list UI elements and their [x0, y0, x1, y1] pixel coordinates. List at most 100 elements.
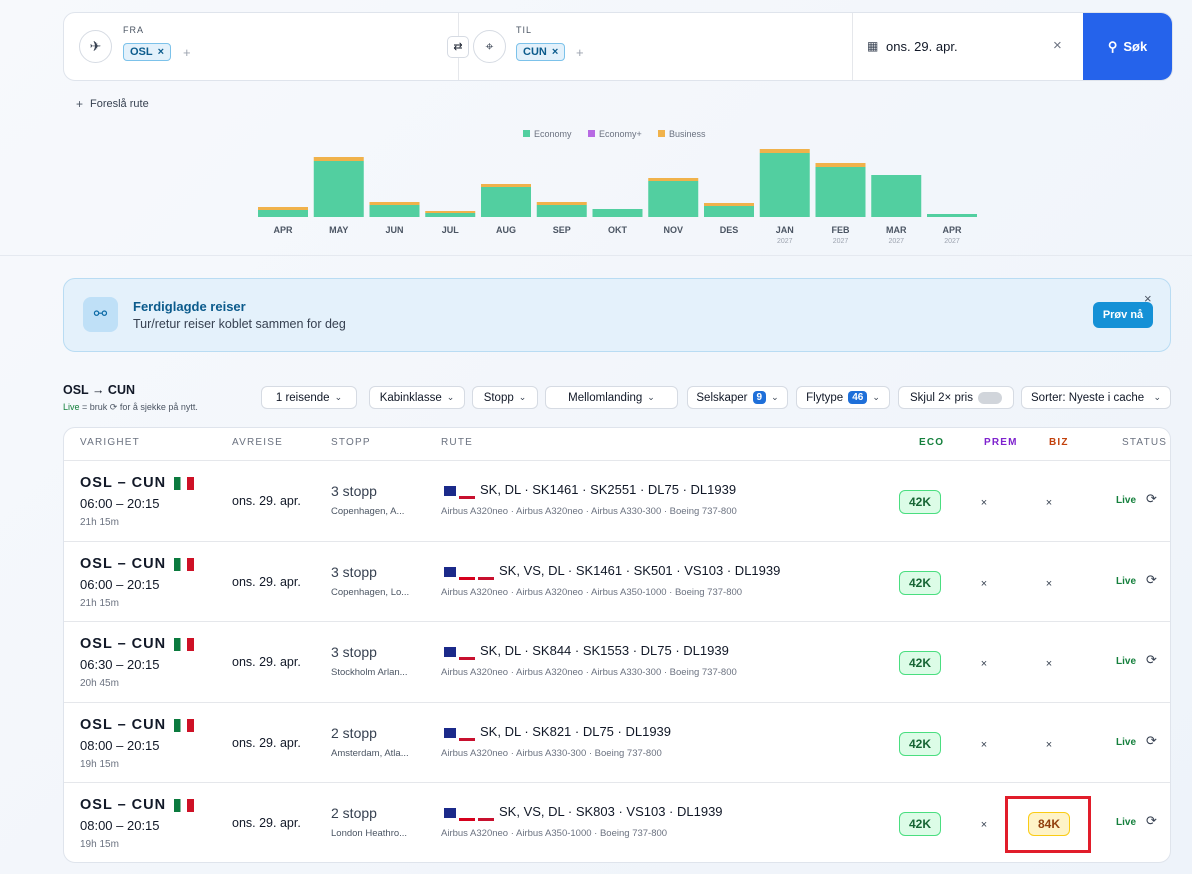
airline-logo [444, 647, 456, 657]
via: Amsterdam, Atla... [331, 747, 409, 759]
bar-segment [592, 209, 643, 217]
to-chip-remove[interactable]: × [551, 46, 559, 58]
duration: 21h 15m [80, 517, 119, 528]
airline-logo [478, 808, 494, 821]
chevron: ⌄ [334, 392, 343, 402]
eco-price[interactable]: 42K [899, 490, 941, 514]
filter[interactable]: Kabinklasse ⌄ [369, 386, 465, 409]
result-row[interactable]: OSL – CUN 06:00 – 20:15 21h 15m ons. 29. ap… [64, 540, 1170, 623]
biz-price[interactable]: 84K [1028, 812, 1070, 836]
result-row[interactable]: OSL – CUN 08:00 – 20:15 19h 15m ons. 29. ap… [64, 701, 1170, 784]
via: Copenhagen, A... [331, 506, 405, 517]
filter[interactable]: 1 reisende ⌄ [261, 386, 357, 409]
refresh-button[interactable]: ⟳ [1146, 652, 1157, 667]
column-header: STATUS [1122, 437, 1168, 448]
filter[interactable]: Sorter: Nyeste i cache ⌄ [1021, 386, 1171, 409]
status: Live [1116, 736, 1137, 748]
status: Live [1116, 575, 1137, 587]
clear-date[interactable]: × [1053, 37, 1062, 54]
banner-icon: ⚯ [83, 297, 118, 332]
from-chip[interactable]: OSL × [123, 43, 172, 61]
refresh-button[interactable]: ⟳ [1146, 491, 1157, 506]
results-hint: Live = bruk ⟳ for å sjekke på nytt. [63, 402, 198, 413]
flag [174, 638, 194, 651]
banner-subtitle: Tur/retur reiser koblet sammen for deg [133, 317, 346, 331]
aircraft: Airbus A320neo · Airbus A330-300 · Boein… [441, 747, 662, 759]
to-label: TIL [516, 25, 533, 35]
from-chip-add[interactable]: + [183, 45, 191, 60]
via: London Heathro... [331, 828, 408, 839]
filter[interactable]: Mellomlanding ⌄ [545, 386, 678, 409]
result-row[interactable]: OSL – CUN 08:00 – 20:15 19h 15m ons. 29. ap… [64, 782, 1170, 862]
bar-segment [648, 181, 699, 217]
to-chip[interactable]: CUN × [516, 43, 566, 61]
eco-price[interactable]: 42K [899, 812, 941, 836]
stops: 3 stopp [331, 644, 377, 660]
x-tick-label: OKT [608, 225, 628, 235]
filter-label: Flytype [806, 391, 844, 404]
bar-segment [536, 202, 587, 205]
duration: 20h 45m [80, 678, 119, 689]
date: ons. 29. apr. [232, 574, 301, 589]
prem-empty: × [980, 738, 988, 751]
chevron: ⌄ [872, 392, 880, 402]
x-tick-sublabel: 2027 [833, 238, 849, 245]
bar-segment [648, 178, 699, 181]
from-chip-remove[interactable]: × [157, 46, 165, 58]
chevron: ⌄ [771, 392, 779, 402]
result-row[interactable]: OSL – CUN 06:30 – 20:15 20h 45m ons. 29. ap… [64, 621, 1170, 703]
date-value[interactable]: ons. 29. apr. [886, 39, 958, 54]
eco-price[interactable]: 42K [899, 570, 941, 595]
prem-empty: × [980, 819, 988, 831]
from-label: FRA [123, 25, 144, 35]
filter[interactable]: Selskaper 9 ⌄ [687, 386, 788, 409]
filter-badge: 46 [848, 391, 868, 404]
banner-close[interactable]: × [1144, 291, 1152, 306]
filter-label: Skjul 2× pris [910, 391, 973, 404]
airline-logo [444, 486, 456, 496]
filter-label: 1 reisende [275, 391, 330, 404]
airline-logo [478, 567, 494, 580]
route: OSL – CUN [80, 475, 167, 491]
bar-segment [425, 211, 476, 213]
x-tick-label: AUG [496, 225, 516, 235]
bar-segment [481, 184, 531, 187]
result-row[interactable]: OSL – CUN 06:00 – 20:15 21h 15m ons. 29. ap… [64, 460, 1170, 542]
filter-label: Mellomlanding [568, 391, 643, 404]
suggest-route[interactable]: Foreslå rute [90, 98, 149, 110]
swap-button[interactable]: ⇄ [447, 36, 469, 58]
airlines: SK, VS, DL · SK1461 · SK501 · VS103 · DL… [499, 562, 781, 578]
stops: 3 stopp [331, 483, 377, 499]
stops: 2 stopp [331, 724, 377, 741]
aircraft: Airbus A320neo · Airbus A320neo · Airbus… [441, 667, 737, 678]
x-tick-sublabel: 2027 [944, 238, 960, 245]
x-tick-label: MAY [329, 225, 348, 235]
to-chip-add[interactable]: + [576, 45, 584, 60]
filter[interactable]: Skjul 2× pris [898, 386, 1014, 409]
filter[interactable]: Stopp ⌄ [472, 386, 538, 409]
filter[interactable]: Flytype 46 ⌄ [796, 386, 890, 409]
refresh-button[interactable]: ⟳ [1146, 571, 1157, 587]
prem-empty: × [980, 577, 988, 590]
filter-label: Stopp [483, 391, 514, 404]
search-button[interactable]: ⚲ Søk [1083, 13, 1172, 80]
refresh-button[interactable]: ⟳ [1146, 813, 1157, 828]
via: Stockholm Arlan... [331, 667, 408, 678]
refresh-button[interactable]: ⟳ [1146, 732, 1157, 748]
from-chip-code: OSL [130, 46, 153, 58]
banner-button[interactable]: Prøv nå [1093, 302, 1153, 328]
toggle[interactable] [977, 391, 1002, 404]
eco-price[interactable]: 42K [899, 731, 941, 756]
status: Live [1116, 817, 1137, 828]
legend-label: Economy+ [599, 129, 642, 139]
duration: 19h 15m [80, 839, 119, 850]
suggest-plus[interactable]: + [76, 97, 84, 111]
column-header: STOPP [331, 437, 371, 448]
column-header: VARIGHET [80, 437, 140, 448]
eco-price[interactable]: 42K [899, 651, 941, 675]
biz-empty: × [1045, 577, 1053, 590]
x-tick-label: APR [273, 225, 293, 235]
column-header: PREM [984, 437, 1018, 448]
bar-segment [759, 149, 810, 153]
